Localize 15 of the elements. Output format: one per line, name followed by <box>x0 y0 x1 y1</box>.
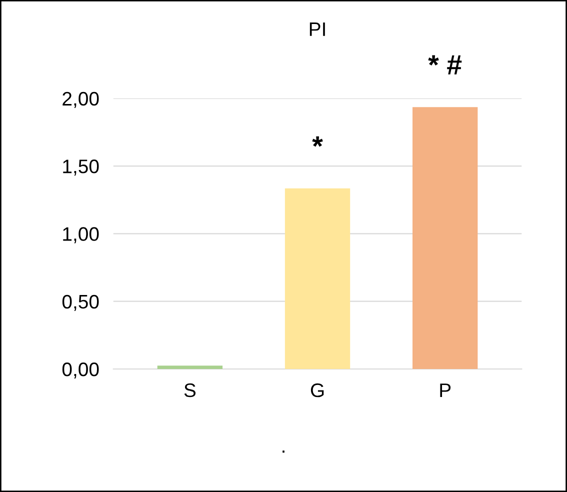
bar <box>412 107 478 369</box>
x-tick-label: G <box>310 383 324 398</box>
bar <box>157 366 223 369</box>
text: * # <box>428 55 462 74</box>
x-tick-label: P <box>440 384 451 397</box>
text: . <box>282 450 284 453</box>
y-tick-label: 0,50 <box>62 294 99 311</box>
y-tick-label: 1,00 <box>63 227 99 244</box>
y-tick-label: 0,00 <box>62 362 99 379</box>
annotation: * <box>312 136 323 147</box>
y-tick-label: 2,00 <box>62 92 99 108</box>
y-tick-label: 1,50 <box>63 160 99 176</box>
chart-title: PI <box>310 22 325 36</box>
x-tick-label: S <box>184 383 196 398</box>
bar <box>284 188 350 369</box>
